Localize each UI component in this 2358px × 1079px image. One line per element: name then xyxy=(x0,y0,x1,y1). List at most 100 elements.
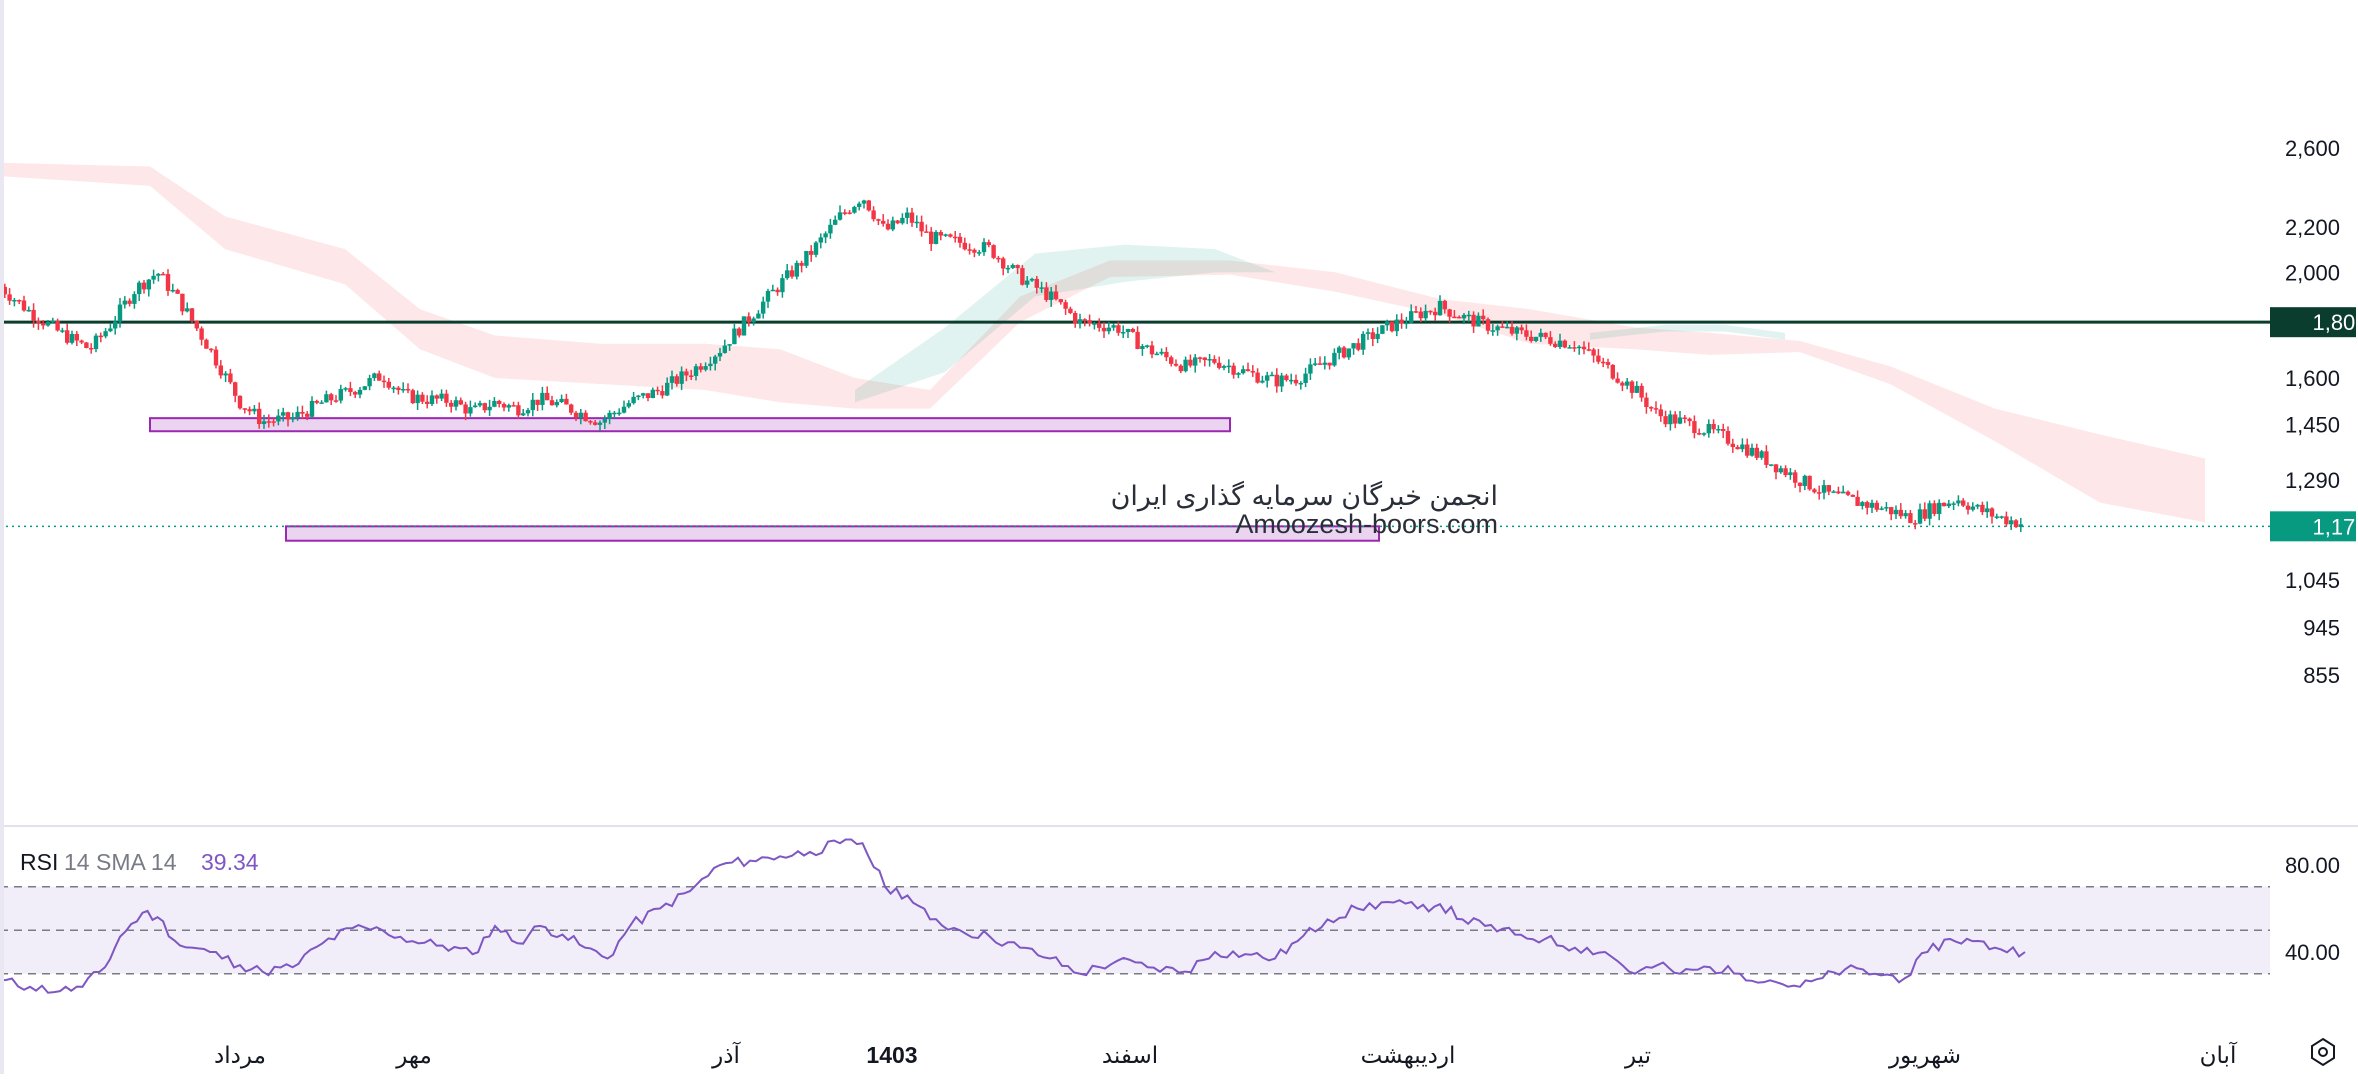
candle-body xyxy=(861,200,867,204)
candle-body xyxy=(309,400,315,417)
candle-body xyxy=(1682,417,1687,419)
candle-body xyxy=(36,320,41,324)
candle-body xyxy=(1644,397,1649,408)
candle-body xyxy=(626,403,631,407)
candle-body xyxy=(1207,359,1212,361)
candle-body xyxy=(948,234,953,237)
candle-body xyxy=(895,220,900,224)
candle-body xyxy=(420,394,425,402)
candle-body xyxy=(669,376,675,383)
candle-body xyxy=(1634,385,1639,393)
candle-body xyxy=(953,236,958,239)
candle-body xyxy=(1577,346,1582,349)
candle-body xyxy=(1495,326,1500,331)
candle-body xyxy=(458,400,463,405)
candle-body xyxy=(1231,365,1236,375)
candle-body xyxy=(1308,364,1313,374)
candle-body xyxy=(842,212,847,214)
candle-body xyxy=(593,422,598,425)
candle-body xyxy=(1951,503,1956,505)
candle-body xyxy=(1548,337,1553,344)
candle-body xyxy=(1629,381,1635,393)
candle-body xyxy=(617,412,622,415)
candle-body xyxy=(199,328,204,340)
candle-body xyxy=(333,400,339,402)
candle-body xyxy=(93,335,99,350)
candle-body xyxy=(1596,355,1601,362)
candle-body xyxy=(1773,464,1779,473)
settings-icon[interactable] xyxy=(2311,1037,2335,1067)
candle-body xyxy=(1706,423,1711,434)
candle-body xyxy=(1284,375,1289,381)
candle-body xyxy=(1509,326,1515,334)
candle-body xyxy=(957,236,963,243)
candle-body xyxy=(391,387,396,390)
candle-body xyxy=(1399,319,1404,324)
candle-body xyxy=(1255,372,1260,383)
candle-body xyxy=(329,394,334,401)
candle-body xyxy=(237,395,243,409)
candle-body xyxy=(1721,428,1726,432)
candle-body xyxy=(689,375,694,377)
candle-body xyxy=(1106,327,1111,332)
candle-body xyxy=(1994,516,1999,518)
candle-body xyxy=(1365,332,1371,334)
candle-body xyxy=(698,366,703,370)
candle-body xyxy=(1409,311,1414,323)
candle-body xyxy=(1313,363,1318,365)
support-zone-0[interactable] xyxy=(149,417,1231,433)
candle-body xyxy=(789,270,795,277)
candle-body xyxy=(1063,302,1068,309)
candle-body xyxy=(1485,319,1491,331)
candle-body xyxy=(1826,485,1831,492)
candle-body xyxy=(924,231,929,233)
candle-body xyxy=(305,413,310,417)
candle-body xyxy=(1788,472,1793,476)
candle-body xyxy=(50,320,55,323)
candle-body xyxy=(1097,323,1102,328)
candle-body xyxy=(89,348,94,350)
candle-body xyxy=(161,273,166,276)
candle-body xyxy=(1423,310,1428,319)
candle-body xyxy=(761,301,766,314)
candle-body xyxy=(933,232,939,244)
candle-body xyxy=(252,408,257,412)
candle-body xyxy=(1197,357,1203,359)
candle-body xyxy=(1039,287,1044,289)
candle-body xyxy=(967,249,972,251)
candle-body xyxy=(477,403,483,406)
candle-body xyxy=(1557,340,1563,347)
candle-body xyxy=(530,399,535,411)
candle-body xyxy=(266,421,271,423)
candle-body xyxy=(2004,516,2009,525)
candle-body xyxy=(1293,379,1299,384)
candle-body xyxy=(588,421,593,423)
candle-body xyxy=(228,373,233,383)
candle-body xyxy=(780,278,785,293)
candle-body xyxy=(751,318,756,323)
candle-body xyxy=(1202,357,1207,361)
candle-body xyxy=(972,249,977,253)
candle-body xyxy=(1913,523,1918,525)
candle-body xyxy=(26,309,31,312)
candle-body xyxy=(1337,347,1342,353)
candle-body xyxy=(290,417,295,420)
candle-body xyxy=(324,394,329,403)
candle-body xyxy=(1145,345,1150,347)
time-axis[interactable]: مرداد مهر آذر 1403 اسفند اردیبهشت تیر شهریور آبا… xyxy=(214,1041,2238,1069)
support-zone-1[interactable] xyxy=(285,525,1380,542)
candle-body xyxy=(218,365,223,376)
candle-body xyxy=(1965,505,1971,510)
candle-body xyxy=(866,200,871,211)
candle-body xyxy=(521,413,526,416)
candle-body xyxy=(257,408,262,425)
candle-body xyxy=(1130,329,1135,332)
price-axis[interactable]: 2,600 2,200 2,000 1,600 1,450 1,290 1,045 945 85… xyxy=(2285,136,2340,688)
candle-body xyxy=(737,328,742,336)
candle-body xyxy=(770,289,775,292)
candle-body xyxy=(1769,464,1774,466)
price-tick-3: 1,600 xyxy=(2285,366,2340,391)
candle-body xyxy=(1817,492,1822,494)
candle-body xyxy=(1346,348,1351,358)
